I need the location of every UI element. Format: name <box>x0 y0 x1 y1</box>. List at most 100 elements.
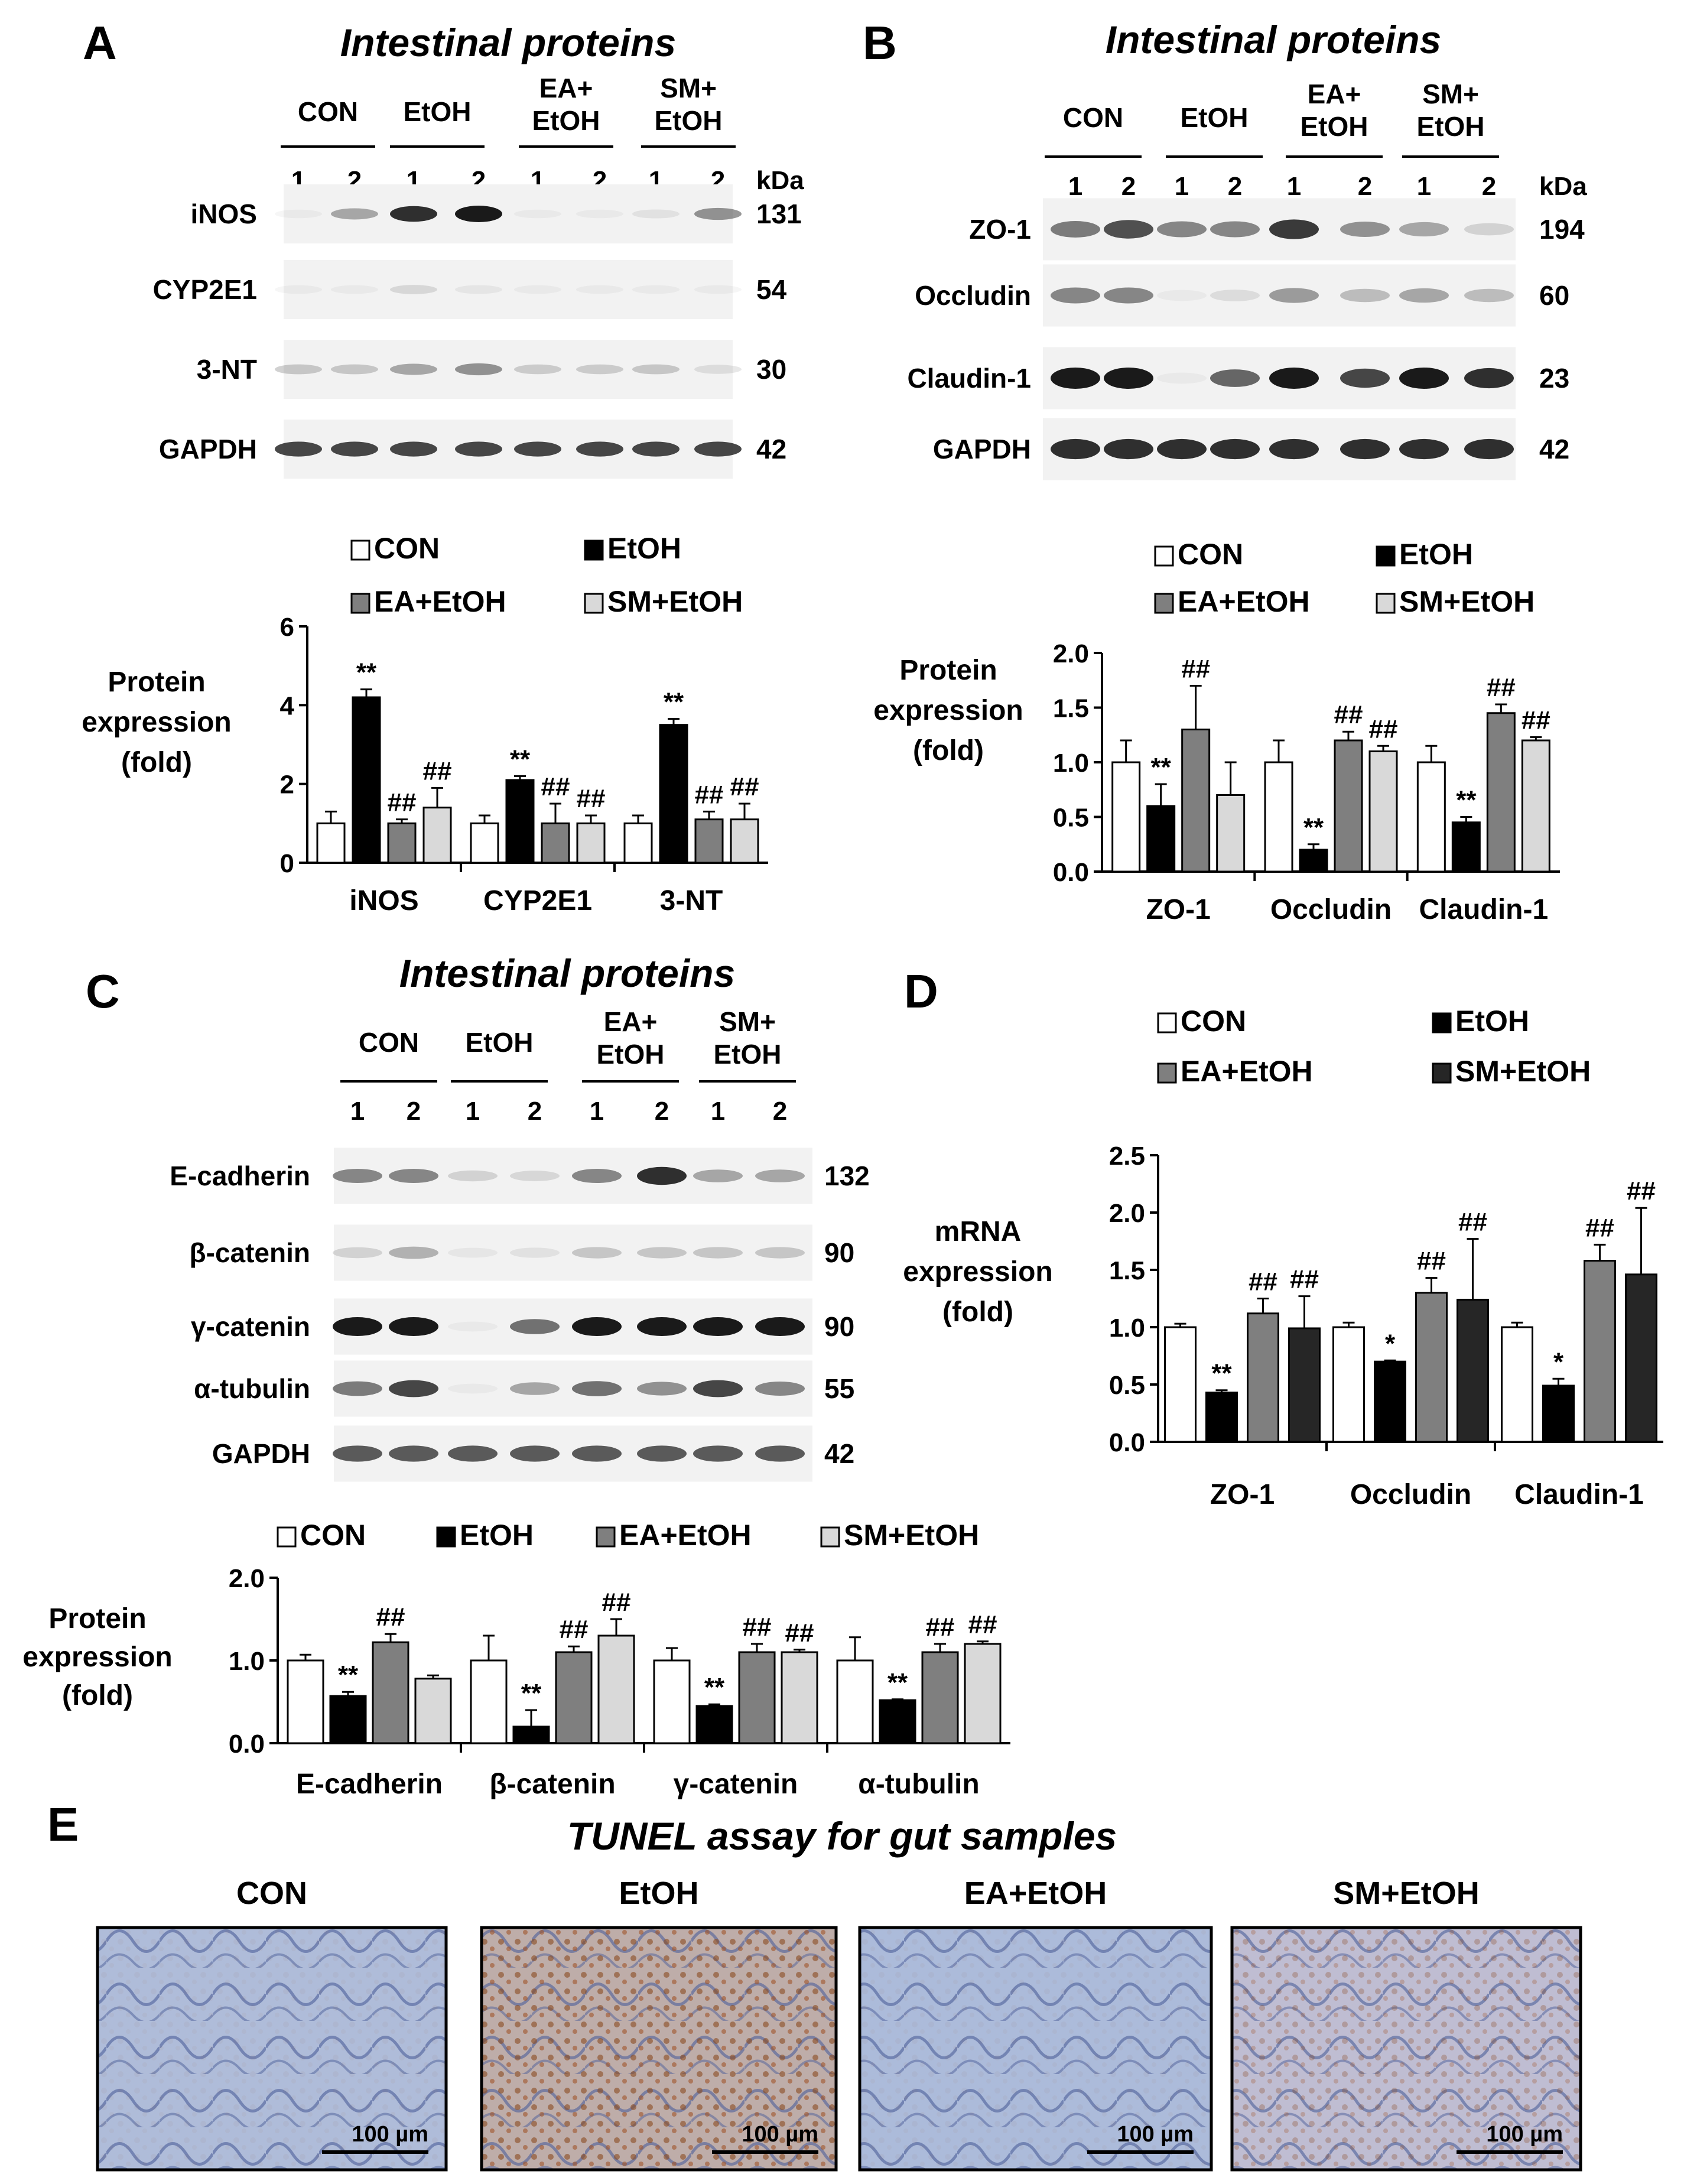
y-tick-label: 1.5 <box>1109 1256 1145 1285</box>
significance-marker: ## <box>1290 1265 1319 1294</box>
blot-band <box>637 1166 687 1185</box>
bar <box>1542 1384 1575 1443</box>
bar <box>541 822 570 864</box>
significance-marker: ## <box>423 756 452 785</box>
significance-marker: ** <box>356 658 377 687</box>
y-tick-label: 2.0 <box>1053 639 1089 668</box>
bar <box>1625 1273 1657 1443</box>
blot-band <box>331 285 378 294</box>
lane-number: 2 <box>1121 172 1136 201</box>
blot-band <box>510 1247 560 1258</box>
blot-band <box>455 206 502 222</box>
y-tick-label: 2 <box>280 771 294 800</box>
blot-band <box>572 1381 622 1396</box>
bar <box>470 822 499 864</box>
legend-label: EtOH <box>607 532 681 565</box>
blot-band <box>514 441 561 457</box>
group-label: EA+ <box>604 1006 658 1037</box>
legend-label: CON <box>300 1519 366 1552</box>
bar <box>597 1634 635 1744</box>
significance-marker: ** <box>521 1679 542 1708</box>
blot-band <box>455 363 502 376</box>
blot-title: Intestinal proteins <box>399 951 735 995</box>
legend-label: SM+EtOH <box>844 1519 979 1552</box>
category-label: ZO-1 <box>1210 1479 1275 1510</box>
y-tick-label: 0.0 <box>229 1730 265 1759</box>
legend-swatch <box>584 593 604 614</box>
y-axis-label: Protein <box>899 655 997 686</box>
protein-name: GAPDH <box>159 434 257 464</box>
blot-strip <box>284 260 733 319</box>
bar <box>1288 1327 1321 1443</box>
bar <box>505 779 535 864</box>
blot-band <box>632 209 680 219</box>
blot-band <box>514 209 561 219</box>
bar <box>1415 1292 1448 1443</box>
bar <box>1216 794 1246 873</box>
y-tick-label: 0.0 <box>1109 1428 1145 1457</box>
legend-swatch <box>584 540 604 561</box>
blot-band <box>1464 288 1514 303</box>
bar <box>414 1678 452 1744</box>
y-tick-label: 0.5 <box>1053 804 1089 833</box>
significance-marker: ## <box>577 784 606 813</box>
bar-chart-d: CON EtOH EA+EtOH SM+EtOH 0.0 0.5 1.0 1.5 2.0 2.5 m… <box>903 1005 1663 1510</box>
bar <box>287 1659 324 1744</box>
bar <box>695 1705 733 1744</box>
category-label: β-catenin <box>489 1769 615 1800</box>
blot-band <box>1104 368 1153 389</box>
bar <box>372 1641 409 1744</box>
legend-swatch <box>1157 1062 1177 1084</box>
group-label: EA+ <box>539 73 593 103</box>
blot-band <box>275 441 322 457</box>
kda-value: 60 <box>1539 280 1569 311</box>
blot-band <box>333 1317 382 1336</box>
lane-number: 1 <box>466 1097 480 1126</box>
bar <box>352 696 381 864</box>
bar <box>1457 1298 1489 1443</box>
blot-strip <box>284 184 733 243</box>
group-label: EtOH <box>466 1027 534 1058</box>
blot-band <box>1464 438 1514 460</box>
kda-value: 42 <box>824 1438 854 1469</box>
blot-band <box>1104 287 1153 304</box>
bar <box>555 1651 593 1744</box>
kda-label: kDa <box>756 166 804 195</box>
group-label: EtOH <box>714 1039 782 1070</box>
bar <box>1205 1392 1238 1443</box>
blot-band <box>455 285 502 294</box>
blot-band <box>632 441 680 457</box>
y-tick-label: 0.0 <box>1053 858 1089 887</box>
y-tick-label: 1.5 <box>1053 694 1089 723</box>
blot-band <box>637 1247 687 1259</box>
blot-band <box>331 441 378 457</box>
lane-number: 2 <box>407 1097 421 1126</box>
protein-name: iNOS <box>191 199 257 229</box>
lane-number: 2 <box>1228 172 1242 201</box>
bar <box>316 822 346 864</box>
protein-name: GAPDH <box>933 434 1031 464</box>
significance-marker: ## <box>1334 700 1363 729</box>
tunel-positive-stain <box>860 1928 1211 2170</box>
legend-label: SM+EtOH <box>607 585 743 618</box>
significance-marker: ## <box>1181 655 1210 684</box>
blot-band <box>448 1383 498 1394</box>
bar <box>1299 849 1328 873</box>
significance-marker: ## <box>743 1613 772 1642</box>
category-label: Occludin <box>1350 1479 1471 1510</box>
blot-band <box>1210 221 1260 238</box>
blot-band <box>390 206 437 222</box>
blot-band <box>1104 438 1153 460</box>
blot-band <box>1051 368 1100 389</box>
protein-name: Occludin <box>915 280 1031 311</box>
significance-marker: ** <box>1303 813 1324 842</box>
y-axis-label: (fold) <box>62 1680 133 1711</box>
legend-swatch <box>277 1526 297 1548</box>
significance-marker: ** <box>1211 1359 1232 1388</box>
blot-band <box>389 1169 438 1183</box>
significance-marker: ** <box>1151 753 1172 782</box>
panel-letter-e: E <box>47 1798 79 1851</box>
significance-marker: * <box>1553 1347 1564 1376</box>
group-label: CON <box>298 96 358 127</box>
